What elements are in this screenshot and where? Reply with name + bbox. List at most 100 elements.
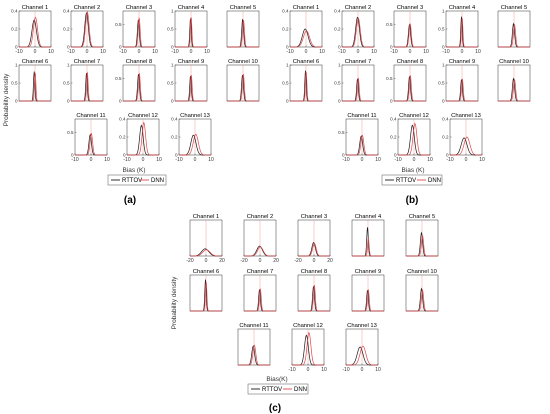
- curve-dnn-a-ch4: [175, 17, 207, 48]
- x-tick-label: 0: [259, 258, 262, 264]
- x-tick-label: 10: [104, 157, 110, 163]
- x-tick-label: 10: [423, 49, 429, 55]
- curve-dnn-c-ch3: [298, 242, 330, 257]
- legend-a-rttov: RTTOV: [122, 178, 142, 184]
- subplot-title-a-ch7: Channel 7: [74, 59, 100, 65]
- y-tick-label: 0.5: [167, 27, 174, 32]
- subplot-title-c-ch11: Channel 11: [239, 323, 268, 329]
- y-tick-label: 1: [15, 63, 18, 68]
- subplot-c-ch5: Channel 5: [405, 214, 439, 257]
- subplot-title-b-ch12: Channel 12: [399, 113, 429, 119]
- curve-dnn-c-ch8: [298, 284, 330, 312]
- subplot-title-c-ch8: Channel 8: [301, 269, 327, 275]
- subplot-title-c-ch6: Channel 6: [193, 269, 219, 275]
- subplot-title-a-ch8: Channel 8: [126, 59, 152, 65]
- subplot-c-ch6: Channel 6: [189, 269, 223, 312]
- xlabel-b: Bias (K): [401, 167, 424, 174]
- curve-dnn-c-ch1: [190, 249, 222, 257]
- subplot-title-c-ch7: Channel 7: [247, 269, 273, 275]
- y-tick-label: 0.2: [390, 135, 397, 140]
- subplot-title-a-ch13: Channel 13: [180, 113, 210, 119]
- subplot-title-b-ch5: Channel 5: [501, 5, 527, 11]
- x-tick-label: 10: [48, 49, 54, 55]
- y-tick-label: 0.5: [386, 76, 393, 81]
- curve-dnn-b-ch6: [290, 72, 322, 102]
- y-tick-label: 0: [286, 99, 289, 104]
- x-tick-label: 10: [100, 49, 106, 55]
- x-tick-label: 20: [327, 258, 333, 264]
- x-tick-label: 10: [479, 157, 485, 163]
- subplot-title-b-ch4: Channel 4: [449, 5, 476, 11]
- legend-b-dnn: DNN: [428, 178, 441, 184]
- x-tick-label: 0: [142, 157, 145, 163]
- subplot-title-a-ch5: Channel 5: [230, 5, 256, 11]
- legend-c: RTTOV DNN: [247, 383, 309, 395]
- x-tick-label: -10: [338, 49, 345, 55]
- x-tick-label: -10: [119, 49, 126, 55]
- x-tick-label: 0: [90, 157, 93, 163]
- y-tick-label: 0: [446, 153, 449, 158]
- x-tick-label: -10: [390, 49, 397, 55]
- subplot-a-ch9: Channel 9 0 0.5 1: [167, 59, 208, 104]
- x-tick-label: -10: [442, 49, 449, 55]
- y-tick-label: 0: [67, 45, 70, 50]
- curve-dnn-c-ch13: [346, 345, 378, 366]
- y-tick-label: 0.4: [63, 9, 70, 14]
- x-tick-label: -20: [294, 258, 301, 264]
- x-tick-label: 20: [273, 258, 279, 264]
- y-tick-label: 0.5: [63, 81, 70, 86]
- x-tick-label: -10: [171, 49, 178, 55]
- y-tick-label: 0.5: [167, 81, 174, 86]
- x-tick-label: -10: [394, 157, 401, 163]
- x-tick-label: 10: [371, 49, 377, 55]
- y-tick-label: 0.5: [282, 81, 289, 86]
- x-tick-label: -10: [288, 367, 295, 373]
- subplot-title-b-ch2: Channel 2: [345, 5, 371, 11]
- y-tick-label: 0: [338, 45, 341, 50]
- curve-dnn-b-ch9: [446, 78, 478, 102]
- subplot-a-ch6: Channel 6 0 0.5 1: [11, 59, 52, 104]
- y-tick-label: 1: [171, 63, 174, 68]
- y-tick-label: 0.4: [390, 117, 397, 122]
- x-tick-label: 10: [475, 49, 481, 55]
- subplot-title-a-ch11: Channel 11: [76, 113, 105, 119]
- subplot-title-b-ch11: Channel 11: [347, 113, 376, 119]
- y-tick-label: 0.5: [334, 81, 341, 86]
- subplot-b-ch10: Channel 10: [497, 59, 531, 102]
- curve-dnn-c-ch6: [190, 282, 222, 312]
- y-tick-label: 0: [119, 45, 122, 50]
- legend-c-rttov: RTTOV: [262, 387, 282, 393]
- x-tick-label: -10: [123, 157, 130, 163]
- x-tick-label: 0: [138, 49, 141, 55]
- xlabel-c: Bias(K): [266, 376, 287, 383]
- panel-label-c: (c): [269, 403, 281, 414]
- x-tick-label: -10: [67, 49, 74, 55]
- y-tick-label: 1: [67, 63, 70, 68]
- curve-dnn-a-ch6: [19, 72, 51, 102]
- x-tick-label: 0: [361, 157, 364, 163]
- curve-dnn-b-ch10: [498, 78, 530, 102]
- curve-dnn-c-ch12: [292, 332, 324, 366]
- panel-label-b: (b): [406, 195, 419, 206]
- curve-dnn-c-ch11: [238, 344, 270, 366]
- subplot-b-ch5: Channel 5: [497, 5, 531, 48]
- curve-dnn-a-ch5: [227, 19, 259, 48]
- x-tick-label: -20: [186, 258, 193, 264]
- curve-dnn-b-ch2: [342, 17, 374, 48]
- y-tick-label: 0.2: [63, 27, 70, 32]
- subplot-c-ch12: Channel 12 -10 0 10: [288, 323, 327, 373]
- y-tick-label: 0: [15, 45, 18, 50]
- y-tick-label: 0.4: [119, 117, 126, 122]
- curve-dnn-c-ch10: [406, 288, 438, 312]
- x-tick-label: 20: [219, 258, 225, 264]
- legend-a-dnn: DNN: [151, 178, 164, 184]
- curve-dnn-a-ch3: [123, 17, 155, 48]
- y-tick-label: 0.2: [442, 135, 449, 140]
- legend-b: RTTOV DNN: [381, 174, 443, 186]
